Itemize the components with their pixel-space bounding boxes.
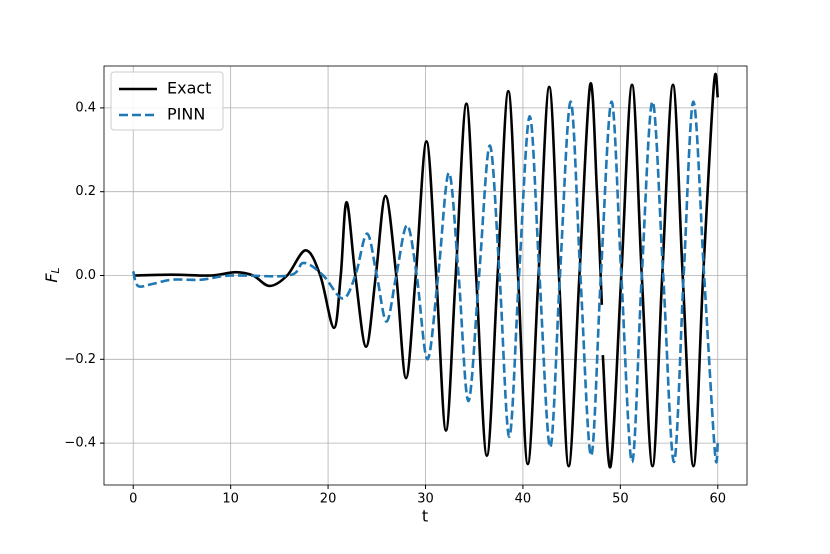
y-tick-label: −0.2 <box>64 352 96 367</box>
y-axis-label: FL <box>42 267 63 282</box>
y-axis-label-main: F <box>42 273 61 283</box>
x-tick-label: 10 <box>222 492 239 507</box>
x-axis-label: t <box>422 507 428 526</box>
x-tick-label: 50 <box>612 492 629 507</box>
series-line <box>131 100 720 464</box>
x-tick-label: 60 <box>709 492 726 507</box>
x-tick-label: 40 <box>515 492 532 507</box>
x-tick-label: 20 <box>320 492 337 507</box>
legend-label: PINN <box>167 105 205 124</box>
y-axis-label-subscript: L <box>49 267 62 273</box>
legend-label: Exact <box>167 79 211 98</box>
plot-area <box>131 72 720 469</box>
y-tick-label: 0.2 <box>75 184 96 199</box>
x-tick-label: 0 <box>129 492 137 507</box>
x-tick-label: 30 <box>417 492 434 507</box>
y-tick-label: −0.4 <box>64 436 96 451</box>
y-tick-label: 0.0 <box>75 268 96 283</box>
y-tick-label: 0.4 <box>75 100 96 115</box>
plot-frame <box>103 65 748 486</box>
